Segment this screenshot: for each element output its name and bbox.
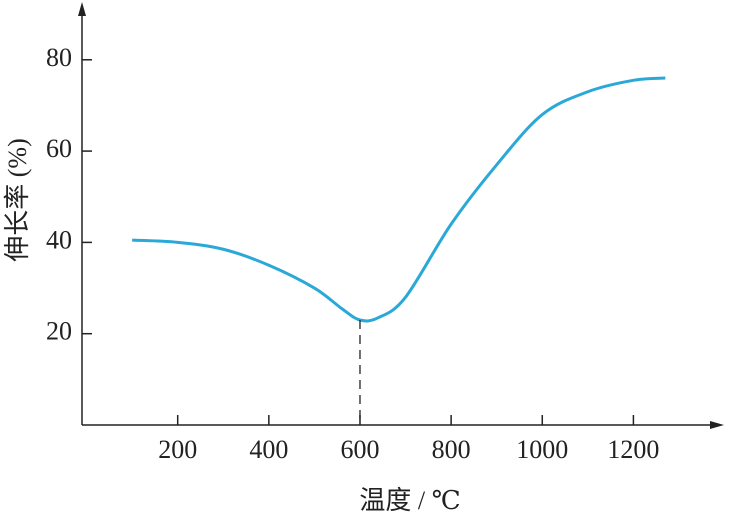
x-tick-label: 200 xyxy=(158,435,197,464)
x-tick-label: 600 xyxy=(340,435,379,464)
y-tick-label: 40 xyxy=(46,225,72,254)
x-arrow xyxy=(710,421,724,429)
y-tick-label: 20 xyxy=(46,317,72,346)
y-tick-label: 80 xyxy=(46,43,72,72)
y-tick-label: 60 xyxy=(46,134,72,163)
line-series xyxy=(132,76,666,323)
y-arrow xyxy=(78,2,86,16)
x-tick-label: 1000 xyxy=(516,435,568,464)
x-tick-label: 400 xyxy=(249,435,288,464)
x-tick-label: 800 xyxy=(432,435,471,464)
y-axis-label: 伸长率 (%) xyxy=(3,138,32,261)
x-axis-label: 温度 / ℃ xyxy=(359,486,460,515)
x-tick-label: 1200 xyxy=(607,435,659,464)
